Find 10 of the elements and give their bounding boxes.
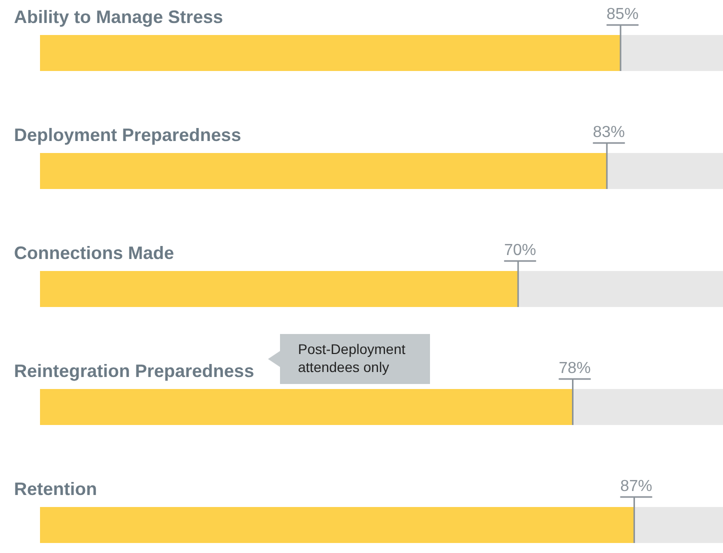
data-label: 70%	[504, 242, 536, 259]
data-label: 83%	[592, 124, 625, 141]
y-tick-label: Ability to Manage Stress	[14, 7, 224, 27]
y-tick-label: Reintegration Preparedness	[14, 361, 254, 381]
data-label: 87%	[620, 478, 652, 495]
y-tick-label: Retention	[14, 479, 97, 499]
y-tick-label: Connections Made	[14, 243, 174, 263]
data-label: 78%	[558, 360, 591, 377]
y-tick-label: Deployment Preparedness	[14, 125, 242, 145]
data-label: 85%	[606, 6, 639, 23]
